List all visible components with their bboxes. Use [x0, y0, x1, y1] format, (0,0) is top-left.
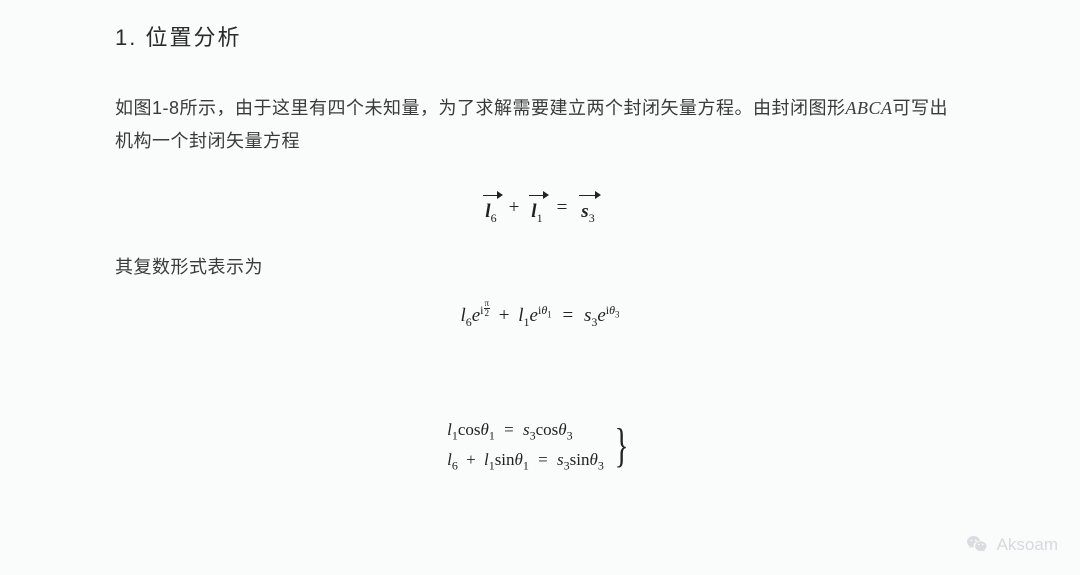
label-complex-form: 其复数形式表示为	[115, 253, 965, 279]
wechat-icon	[965, 533, 989, 557]
para-text-pre: 如图1-8所示，由于这里有四个未知量，为了求解需要建立两个封闭矢量方程。由封闭图…	[115, 98, 846, 118]
equation-complex: l6eiπ2 + l1eiθ1 = s3eiθ3	[115, 301, 965, 329]
vector-s3: s3	[581, 191, 594, 226]
system-line-1: l1cosθ1 = s3cosθ3	[447, 416, 604, 446]
equation-vector: l6 + l1 = s3	[115, 191, 965, 226]
watermark: Aksoam	[965, 533, 1058, 557]
vector-l6: l6	[485, 191, 496, 226]
vector-l1: l1	[531, 191, 542, 226]
term-l1-exp: l1eiθ1	[518, 305, 556, 326]
plus-op: +	[509, 197, 520, 219]
intro-paragraph: 如图1-8所示，由于这里有四个未知量，为了求解需要建立两个封闭矢量方程。由封闭图…	[115, 92, 965, 159]
section-heading: 1. 位置分析	[115, 20, 965, 52]
right-brace: }	[614, 422, 628, 470]
term-l6-exp: l6eiπ2	[460, 305, 494, 326]
system-line-2: l6 + l1sinθ1 = s3sinθ3	[447, 446, 604, 476]
equation-system: l1cosθ1 = s3cosθ3 l6 + l1sinθ1 = s3sinθ3…	[115, 416, 965, 476]
watermark-text: Aksoam	[997, 535, 1058, 555]
equals-op: =	[557, 197, 568, 219]
term-s3-exp: s3eiθ3	[584, 305, 620, 326]
document-body: 1. 位置分析 如图1-8所示，由于这里有四个未知量，为了求解需要建立两个封闭矢…	[0, 0, 1080, 475]
para-var-abca: ABCA	[846, 98, 893, 118]
